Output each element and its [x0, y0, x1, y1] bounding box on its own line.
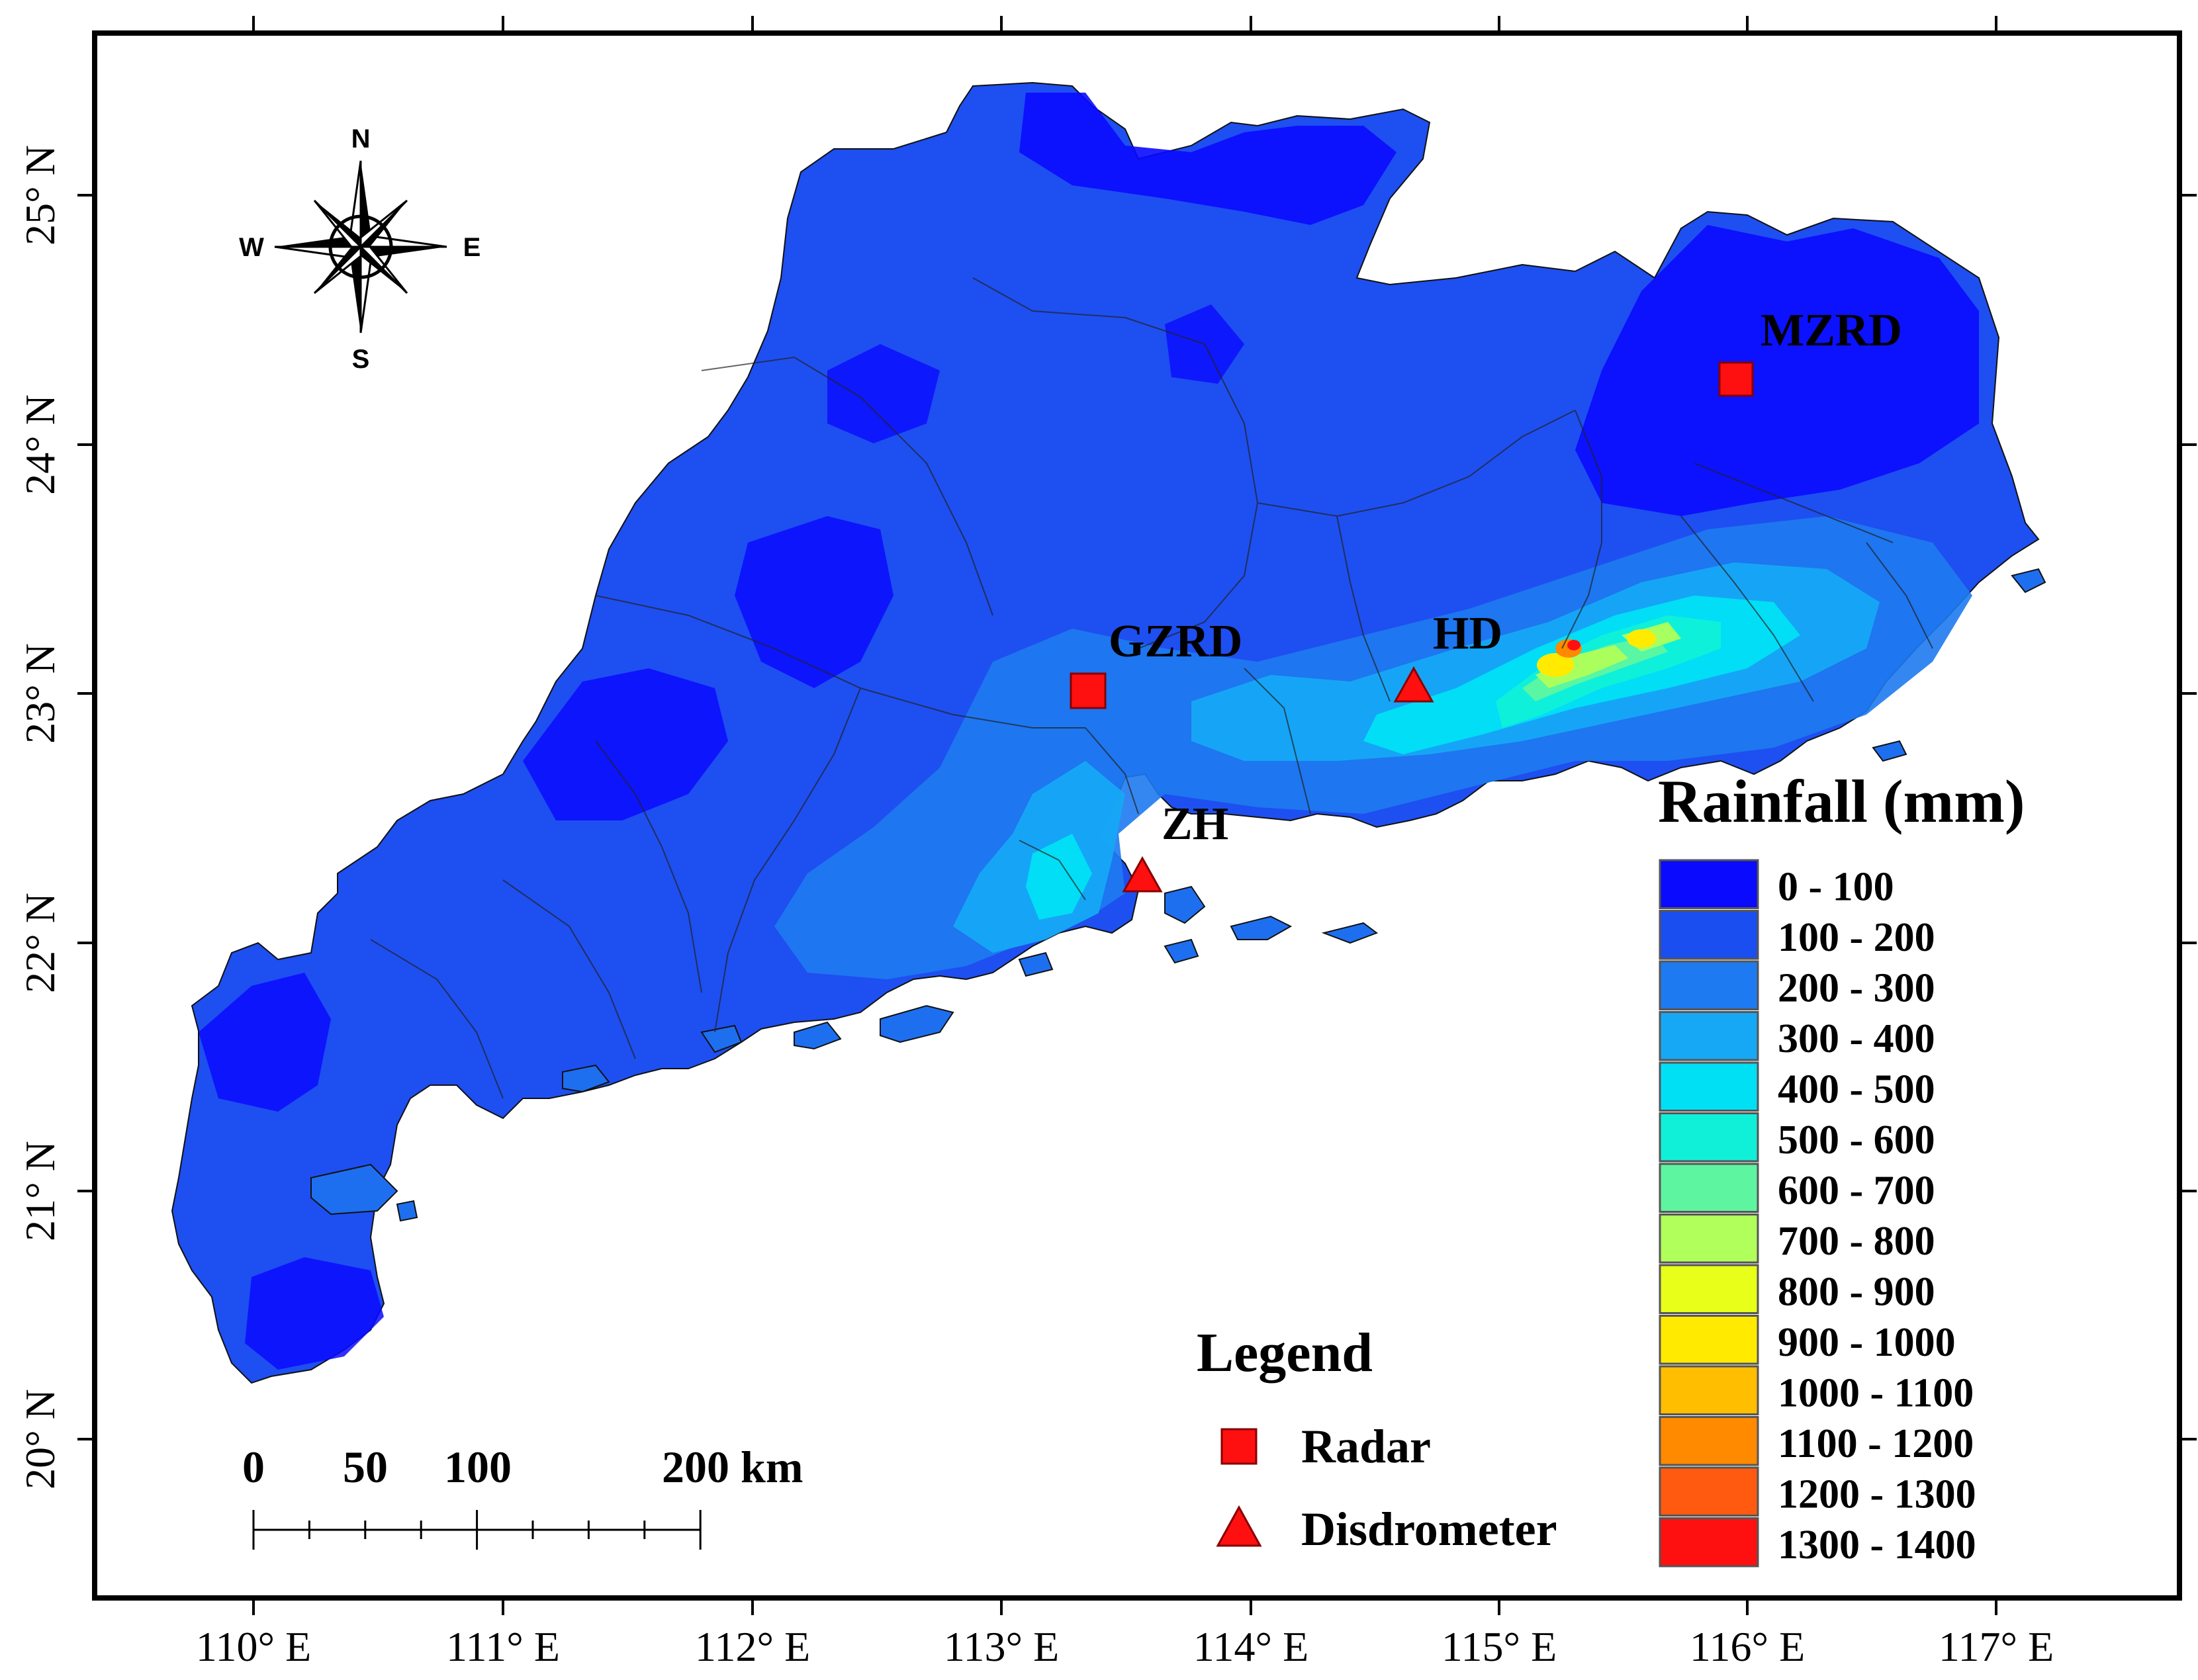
x-tick-label: 117° E	[1939, 1623, 2054, 1670]
x-tick-label: 115° E	[1442, 1623, 1557, 1670]
rainfall-swatch	[1659, 1416, 1759, 1466]
rainfall-class-label: 400 - 500	[1778, 1067, 1935, 1112]
scale-bar: 0 50 100 200 km	[242, 1442, 803, 1550]
stations: MZRD GZRD HD ZH	[1070, 305, 1902, 893]
disdrometer-marker-hd	[1393, 666, 1434, 703]
station-label-mzrd: MZRD	[1761, 305, 1902, 356]
y-tick-label: 25° N	[17, 145, 64, 245]
rainfall-class-label: 1300 - 1400	[1778, 1523, 1976, 1568]
station-label-hd: HD	[1433, 608, 1502, 659]
rainfall-class-label: 600 - 700	[1778, 1169, 1935, 1214]
rainfall-swatch	[1659, 1517, 1759, 1568]
radar-marker-mzrd	[1718, 361, 1754, 397]
rainfall-swatch	[1659, 1466, 1759, 1517]
rainfall-class-label: 1100 - 1200	[1778, 1421, 1974, 1466]
rain-zone-0-100	[1019, 93, 1397, 225]
station-label-gzrd: GZRD	[1109, 616, 1242, 667]
compass-rose: N S E W	[239, 124, 481, 374]
island	[562, 1064, 610, 1093]
compass-e-label: E	[463, 233, 481, 262]
rainfall-class-label: 1200 - 1300	[1778, 1472, 1976, 1517]
x-tick-label: 116° E	[1690, 1623, 1805, 1670]
legend-radar-symbol	[1220, 1428, 1258, 1465]
rain-zone-900-1000	[1537, 653, 1574, 677]
scale-label-200km: 200 km	[662, 1442, 803, 1492]
rainfall-swatch	[1659, 1061, 1759, 1112]
island	[2011, 568, 2046, 594]
rainfall-swatch	[1659, 1011, 1759, 1061]
rainfall-class-label: 1000 - 1100	[1778, 1371, 1974, 1416]
island	[794, 1021, 842, 1050]
rainfall-legend-title: Rainfall (mm)	[1658, 768, 2025, 835]
rainfall-swatch	[1659, 1214, 1759, 1264]
rainfall-class-label: 0 - 100	[1778, 865, 1894, 910]
rain-zone-700-800	[1535, 645, 1628, 688]
x-tick-label: 114° E	[1193, 1623, 1308, 1670]
y-tick-label: 20° N	[17, 1389, 64, 1489]
x-tick-label: 110° E	[196, 1623, 311, 1670]
island	[1164, 885, 1206, 924]
rainfall-swatch	[1659, 859, 1759, 909]
scale-label-100: 100	[444, 1442, 512, 1492]
island	[1018, 951, 1054, 977]
rain-zone-0-100	[199, 973, 331, 1112]
marker-legend: Legend Radar Disdrometer	[1197, 1322, 1557, 1556]
rain-zone-0-100	[735, 516, 893, 688]
rain-zone-900-1000	[1627, 629, 1656, 648]
legend-disdrometer-symbol	[1216, 1505, 1262, 1547]
rainfall-class-label: 100 - 200	[1778, 915, 1935, 960]
rain-zone-400-500	[1026, 834, 1092, 920]
compass-n-label: N	[351, 124, 371, 154]
scale-label-0: 0	[242, 1442, 265, 1492]
x-tick-label: 113° E	[944, 1623, 1059, 1670]
rainfall-class-label: 200 - 300	[1778, 966, 1935, 1011]
rainfall-class-label: 300 - 400	[1778, 1016, 1935, 1061]
island	[880, 1004, 954, 1043]
scale-label-50: 50	[343, 1442, 388, 1492]
rain-zone-0-100	[827, 344, 940, 443]
radar-marker-gzrd	[1070, 672, 1107, 709]
island	[310, 1163, 398, 1216]
y-tick-label: 21° N	[17, 1141, 64, 1241]
disdrometer-marker-zh	[1122, 856, 1163, 893]
rainfall-legend: Rainfall (mm) 0 - 100 100 - 200 200 - 300 3…	[1658, 768, 2025, 1568]
island	[1164, 938, 1199, 964]
rain-zone-0-100	[245, 1257, 384, 1370]
island	[1872, 740, 1907, 762]
rainfall-swatch	[1659, 910, 1759, 960]
island	[396, 1200, 418, 1222]
station-label-zh: ZH	[1162, 799, 1228, 850]
rainfall-swatch	[1659, 1163, 1759, 1213]
boundary-lines	[370, 277, 1933, 1099]
rainfall-swatch	[1659, 1315, 1759, 1365]
rain-zone-1300-1400	[1567, 640, 1580, 650]
land-area	[171, 81, 2046, 1384]
legend-title: Legend	[1197, 1322, 1373, 1384]
island	[1321, 922, 1379, 944]
rainfall-swatch	[1659, 1264, 1759, 1314]
rainfall-swatch	[1659, 1112, 1759, 1163]
rainfall-swatch	[1659, 960, 1759, 1010]
y-tick-label: 22° N	[17, 893, 64, 993]
compass-s-label: S	[352, 345, 370, 374]
rain-zone-0-100	[1575, 225, 1979, 516]
rain-zone-0-100	[523, 668, 728, 820]
rainfall-class-label: 900 - 1000	[1778, 1320, 1956, 1365]
x-tick-label: 112° E	[695, 1623, 810, 1670]
rainfall-class-label: 700 - 800	[1778, 1219, 1935, 1264]
legend-disdrometer-label: Disdrometer	[1301, 1503, 1557, 1556]
rainfall-class-label: 800 - 900	[1778, 1270, 1935, 1315]
legend-radar-label: Radar	[1301, 1420, 1431, 1473]
rainfall-class-label: 500 - 600	[1778, 1118, 1935, 1163]
island	[1230, 915, 1293, 940]
compass-w-label: W	[239, 233, 264, 262]
y-tick-label: 23° N	[17, 643, 64, 744]
y-tick-label: 24° N	[17, 394, 64, 495]
rainfall-swatch	[1659, 1365, 1759, 1415]
axis-ticks: 110° E 111° E 112° E 113° E 114° E 115° E 116°…	[17, 16, 2197, 1670]
island	[700, 1024, 743, 1053]
x-tick-label: 111° E	[446, 1623, 560, 1670]
